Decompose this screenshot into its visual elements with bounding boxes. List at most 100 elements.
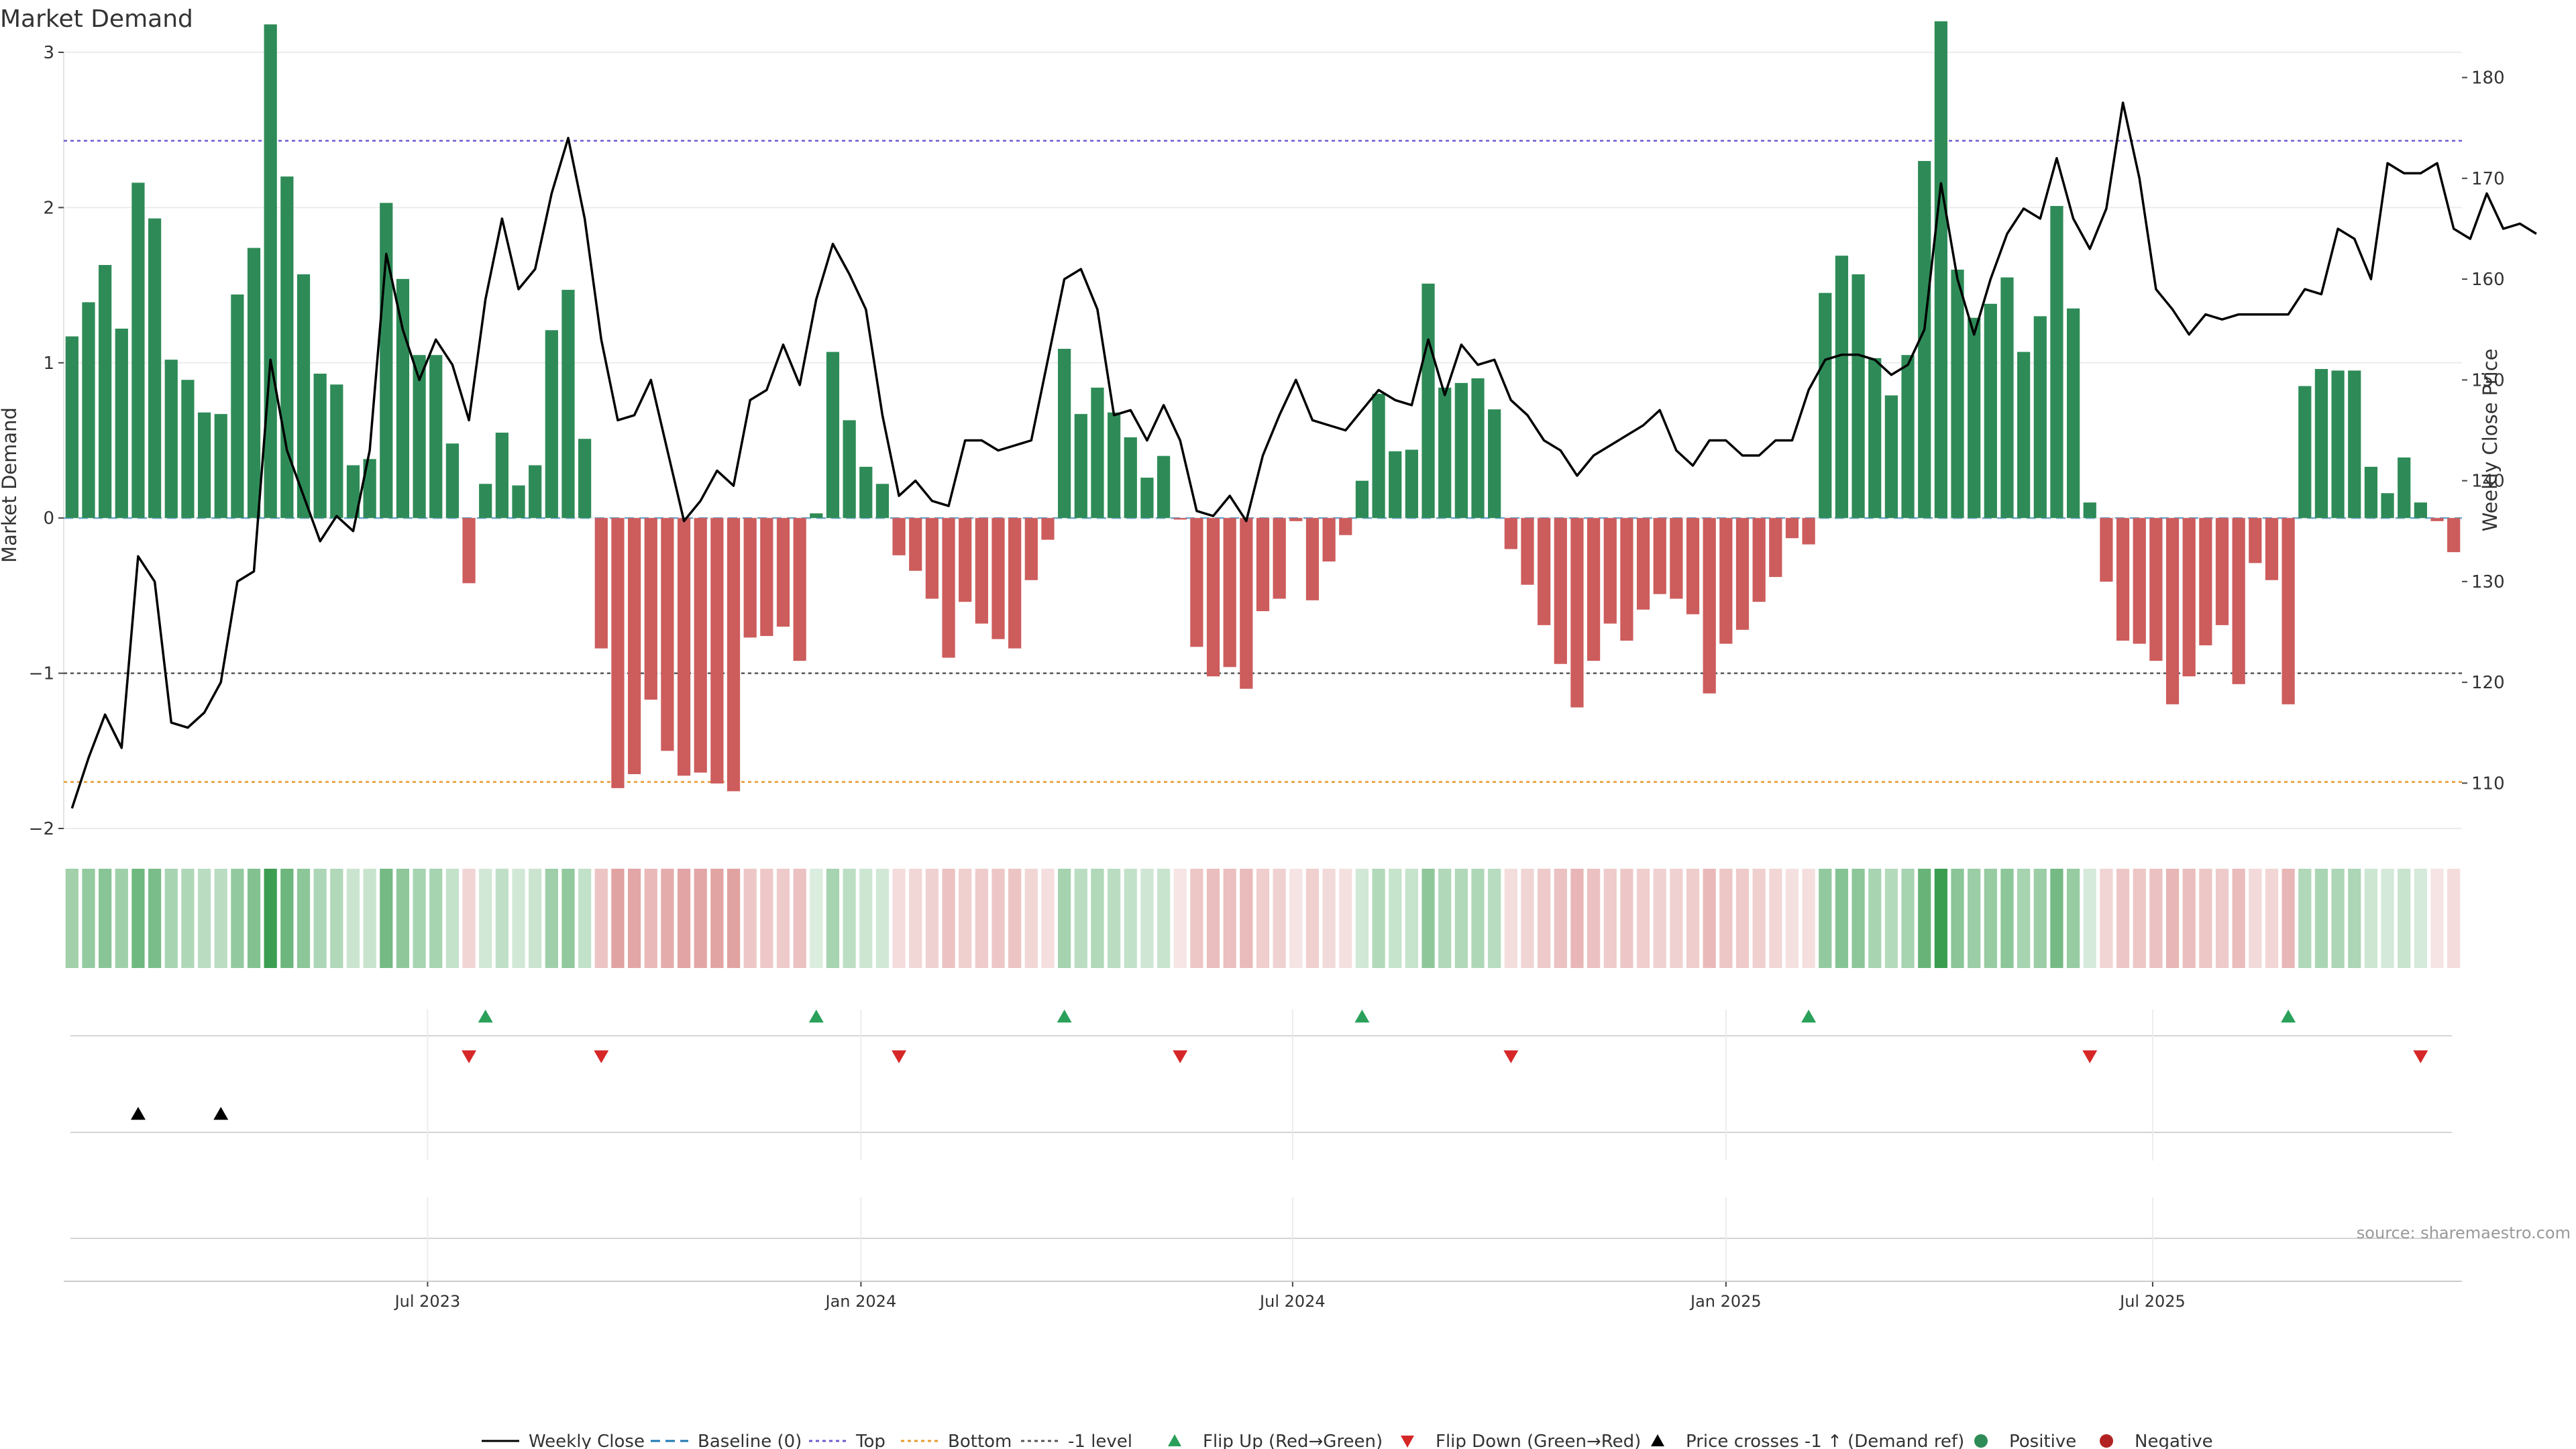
strip-cell [1802, 869, 1815, 968]
strip-cell [1851, 869, 1865, 968]
demand-bar [1107, 412, 1121, 519]
strip-cell [1206, 869, 1220, 968]
demand-bar [2348, 370, 2361, 519]
strip-cell [1636, 869, 1650, 968]
strip-cell [2149, 869, 2163, 968]
strip-cell [2447, 869, 2461, 968]
demand-bar [346, 465, 360, 519]
demand-bar [280, 176, 294, 519]
strip-cell [2331, 869, 2345, 968]
strip-cell [115, 869, 128, 968]
strip-cell [594, 869, 608, 968]
legend-swatch [1974, 1434, 1988, 1448]
demand-bar [1041, 518, 1055, 540]
demand-bar [2314, 369, 2328, 519]
strip-cell [1008, 869, 1022, 968]
strip-cell [1620, 869, 1633, 968]
flip-down-marker [1173, 1050, 1188, 1063]
strip-cell [462, 869, 476, 968]
x-tick-label: Jul 2023 [394, 1292, 461, 1311]
strip-cell [1570, 869, 1584, 968]
strip-cell [529, 869, 542, 968]
strip-cell [1339, 869, 1352, 968]
demand-bar [396, 278, 410, 519]
demand-bar [313, 373, 327, 519]
demand-bar [760, 518, 773, 637]
strip-cell [875, 869, 890, 968]
strip-cell [810, 869, 823, 968]
legend-label: Top [855, 1432, 885, 1449]
demand-bar [495, 432, 508, 519]
demand-bar [1240, 518, 1253, 689]
strip-cell [479, 869, 492, 968]
strip-cell [231, 869, 244, 968]
strip-cell [1405, 869, 1419, 968]
demand-bar [875, 484, 890, 519]
legend-label: Negative [2135, 1432, 2213, 1449]
strip-cell [2017, 869, 2031, 968]
strip-cell [1024, 869, 1038, 968]
demand-bar [810, 513, 823, 519]
demand-bar [776, 518, 790, 627]
demand-bar [2133, 518, 2146, 644]
demand-bar [2249, 518, 2262, 564]
y-axis-left: −2 −1 0 1 2 3 [29, 43, 64, 839]
strip-cell [1305, 869, 1320, 968]
demand-bar [1322, 518, 1336, 561]
strip-cell [1901, 869, 1915, 968]
strip-cell [297, 869, 311, 968]
strip-cell [396, 869, 410, 968]
demand-bar [1173, 518, 1187, 520]
demand-bar [1389, 451, 1402, 519]
strip-cell [363, 869, 376, 968]
demand-bar [1620, 518, 1633, 641]
strip-cell [2298, 869, 2312, 968]
demand-bar [727, 518, 741, 792]
demand-bar [429, 355, 443, 519]
strip-cell [1421, 869, 1435, 968]
strip-cell [2066, 869, 2080, 968]
demand-bar [512, 485, 525, 519]
demand-bar [1488, 409, 1501, 519]
legend-swatch [1651, 1434, 1664, 1446]
strip-cell [346, 869, 360, 968]
demand-bar [1256, 518, 1270, 612]
strip-cell [975, 869, 988, 968]
demand-bar [2000, 277, 2014, 519]
strip-cell [1686, 869, 1700, 968]
demand-bar [1008, 518, 1022, 649]
strip-cell [330, 869, 343, 968]
demand-bar [2116, 518, 2130, 641]
strip-cell [1769, 869, 1782, 968]
x-axis: Jul 2023 Jan 2024 Jul 2024 Jan 2025 Jul 2025 [64, 1281, 2462, 1311]
strip-cell [677, 869, 691, 968]
demand-bar [380, 203, 393, 519]
demand-bar [2282, 518, 2295, 704]
strip-cell [1322, 869, 1336, 968]
strip-cell [2050, 869, 2063, 968]
demand-bar [942, 518, 955, 658]
strip-cell [925, 869, 939, 968]
demand-bar [1504, 518, 1517, 549]
strip-cell [1735, 869, 1750, 968]
strip-cell [2348, 869, 2361, 968]
strip-cell [627, 869, 641, 968]
strip-cell [2215, 869, 2229, 968]
strip-cell [197, 869, 211, 968]
strip-cell [1157, 869, 1171, 968]
strip-cell [776, 869, 790, 968]
chart-title: Market Demand [0, 5, 193, 33]
y-tick-label: 2 [43, 198, 54, 218]
strip-cell [1454, 869, 1468, 968]
y2-tick-label: 150 [2471, 370, 2505, 390]
demand-bar [197, 412, 211, 519]
legend-label: Positive [2009, 1432, 2076, 1449]
demand-bar [1653, 518, 1666, 594]
demand-bar [1024, 518, 1038, 580]
demand-bar [1868, 358, 1882, 519]
strip-cell [1521, 869, 1534, 968]
strip-cell [1587, 869, 1601, 968]
strip-cell [1355, 869, 1369, 968]
strip-cell [247, 869, 261, 968]
